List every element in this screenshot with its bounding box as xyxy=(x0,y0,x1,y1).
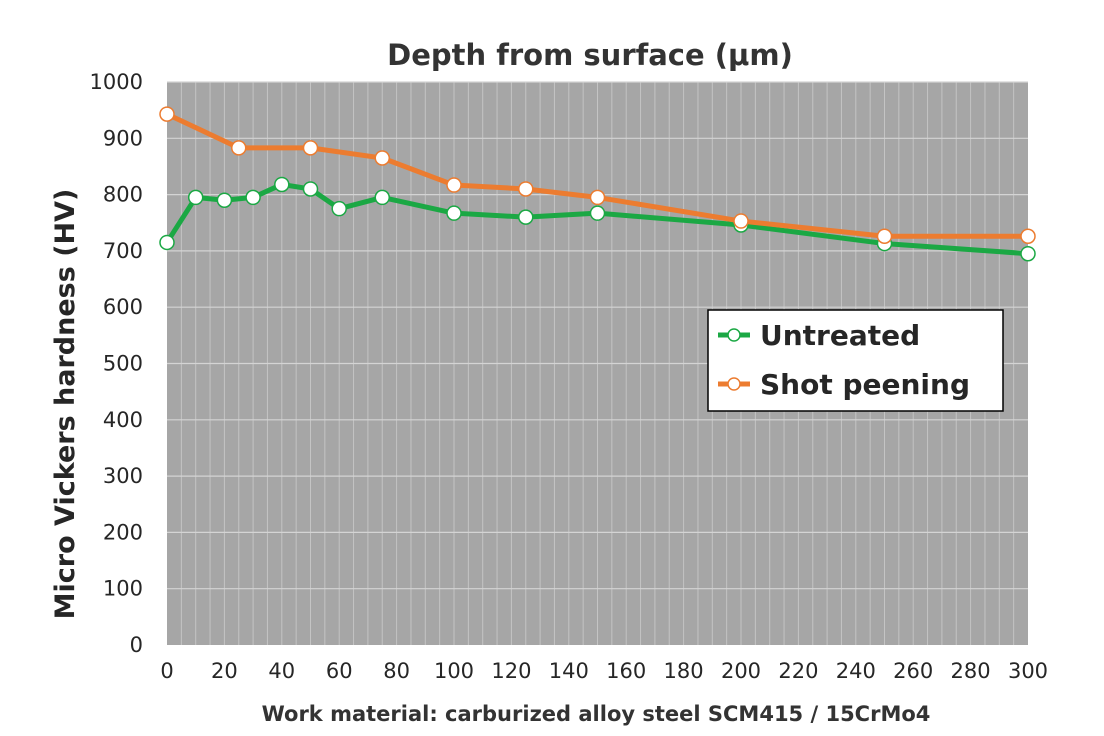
x-tick-label: 300 xyxy=(1008,659,1048,683)
x-tick-label: 60 xyxy=(326,659,353,683)
data-point xyxy=(589,205,606,221)
data-point xyxy=(446,205,462,221)
chart-caption: Work material: carburized alloy steel SC… xyxy=(262,702,931,726)
y-tick-label: 500 xyxy=(103,352,143,376)
data-point xyxy=(274,176,290,193)
legend-label: Shot peening xyxy=(760,368,970,401)
y-tick-label: 400 xyxy=(103,408,143,432)
chart-title: Depth from surface (μm) xyxy=(387,38,793,72)
axes: 0 20 40 60 80 100 120 140 160 180 200 220 240 260 280 3… xyxy=(90,70,1049,683)
data-point xyxy=(374,150,390,166)
data-point xyxy=(187,189,204,206)
x-tick-label: 100 xyxy=(434,659,474,683)
legend-entry: Untreated xyxy=(718,319,920,352)
legend-marker xyxy=(727,377,741,391)
data-point xyxy=(518,181,534,197)
data-point xyxy=(1020,245,1036,262)
x-tick-label: 160 xyxy=(606,659,646,683)
y-tick-label: 200 xyxy=(103,520,143,544)
data-point xyxy=(302,140,319,156)
series-line xyxy=(164,111,1031,239)
x-tick-label: 120 xyxy=(491,659,531,683)
legend-box xyxy=(707,309,1004,412)
legend: Untreated Shot peening xyxy=(707,309,1004,412)
x-tick-label: 40 xyxy=(268,659,295,683)
data-point xyxy=(231,140,247,156)
y-tick-label: 0 xyxy=(130,633,143,657)
data-point xyxy=(733,213,749,229)
y-tick-label: 100 xyxy=(103,577,143,601)
data-point xyxy=(876,228,893,245)
y-tick-label: 1000 xyxy=(90,70,143,94)
y-tick-label: 600 xyxy=(103,295,143,319)
x-tick-label: 240 xyxy=(836,659,876,683)
data-point xyxy=(374,189,390,206)
x-tick-label: 200 xyxy=(721,659,761,683)
data-point xyxy=(518,209,534,225)
data-point xyxy=(331,200,347,217)
series-layer xyxy=(159,106,1036,262)
data-point xyxy=(302,181,319,197)
x-tick-label: 260 xyxy=(893,659,933,683)
data-point xyxy=(159,234,175,251)
data-point xyxy=(446,177,462,193)
y-tick-label: 300 xyxy=(103,464,143,488)
y-tick-label: 900 xyxy=(103,126,143,150)
x-tick-label: 220 xyxy=(778,659,818,683)
data-point xyxy=(245,189,261,206)
legend-entry: Shot peening xyxy=(718,368,970,401)
data-point xyxy=(1020,228,1036,245)
y-tick-label: 700 xyxy=(103,239,143,263)
legend-label: Untreated xyxy=(760,319,920,352)
series xyxy=(159,106,1036,245)
x-tick-label: 80 xyxy=(383,659,410,683)
data-point xyxy=(589,189,606,206)
grid xyxy=(167,81,1028,645)
x-tick-label: 280 xyxy=(951,659,991,683)
x-tick-label: 0 xyxy=(160,659,173,683)
y-axis-label: Micro Vickers hardness (HV) xyxy=(50,189,81,620)
y-tick-label: 800 xyxy=(103,183,143,207)
legend-marker xyxy=(727,328,741,342)
data-point xyxy=(216,192,233,208)
data-point xyxy=(159,106,175,122)
x-tick-label: 140 xyxy=(549,659,589,683)
x-tick-label: 180 xyxy=(664,659,704,683)
x-tick-label: 20 xyxy=(211,659,238,683)
